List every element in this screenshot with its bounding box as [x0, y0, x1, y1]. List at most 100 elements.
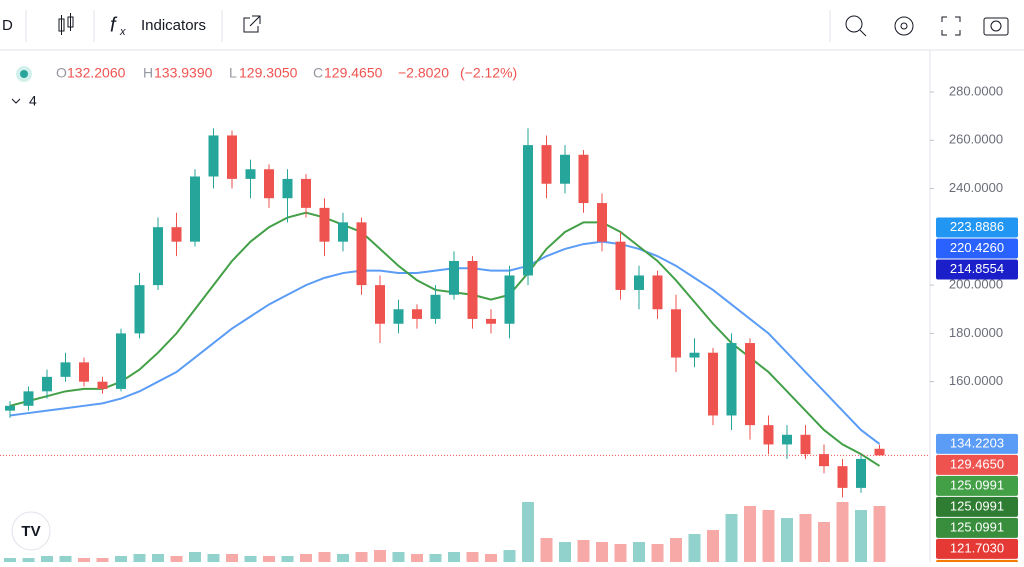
volume-bar — [559, 542, 571, 562]
candle-body — [486, 318, 496, 324]
indicator-count: 4 — [29, 93, 37, 109]
price-label — [936, 259, 1018, 280]
candle-body — [208, 135, 219, 177]
legend-low: 129.3050 — [239, 65, 298, 81]
volume-bar — [96, 558, 109, 562]
candle-body — [79, 362, 89, 382]
volume-bar — [836, 502, 849, 562]
fx-icon[interactable]: f — [110, 14, 118, 36]
legend-high: 133.9390 — [154, 65, 213, 81]
candle-body — [745, 343, 755, 426]
volume-bar — [337, 554, 349, 562]
candle-body — [375, 285, 385, 324]
candle-body — [726, 343, 737, 416]
popout-icon[interactable] — [243, 15, 261, 33]
legend-change: −2.8020 — [398, 65, 449, 81]
volume-bar — [22, 558, 35, 562]
price-label — [936, 517, 1018, 538]
indicators-button[interactable]: Indicators — [141, 17, 206, 34]
price-label — [936, 538, 1018, 559]
volume-bar — [300, 554, 312, 562]
candle-body — [782, 434, 792, 445]
volume-bar — [355, 552, 368, 562]
price-label — [936, 454, 1018, 475]
volume-bar — [115, 556, 127, 562]
volume-bar — [59, 556, 72, 562]
volume-bar — [633, 542, 645, 562]
candle-body — [763, 425, 774, 445]
volume-bar — [855, 510, 867, 562]
price-label-text: 220.4260 — [950, 240, 1004, 255]
y-tick-label: 200.0000 — [949, 277, 1003, 292]
legend-l: L — [229, 65, 237, 81]
volume-bar — [244, 556, 257, 562]
toolbar: D f x Indicators — [2, 10, 1009, 42]
candle-body — [227, 135, 237, 179]
volume-bar — [392, 552, 405, 562]
candle-body — [264, 169, 274, 199]
candle-body — [430, 294, 441, 319]
price-label-text: 129.4650 — [950, 456, 1004, 471]
volume-bar — [318, 552, 331, 562]
legend-c: C — [313, 65, 323, 81]
fx-icon[interactable]: x — [119, 26, 126, 38]
candle-body — [5, 405, 15, 411]
volume-bar — [688, 534, 701, 562]
volume-bar — [4, 558, 16, 562]
candle-body — [171, 227, 182, 242]
fullscreen-icon[interactable] — [941, 16, 961, 36]
candle-body — [338, 222, 348, 242]
candle-body — [800, 434, 811, 455]
volume-bar — [374, 550, 386, 562]
candle-body — [874, 448, 885, 456]
candle-body — [190, 176, 200, 242]
legend-h: H — [143, 65, 153, 81]
candle-body — [560, 154, 570, 184]
volume-bar — [189, 552, 201, 562]
volume-bar — [41, 556, 53, 562]
volume-bar — [540, 538, 553, 562]
candle-body — [356, 222, 367, 286]
price-label — [936, 217, 1018, 238]
price-label-text: 134.2203 — [950, 435, 1004, 450]
y-tick-label: 260.0000 — [949, 132, 1003, 147]
candle-body — [652, 275, 663, 310]
volume-bar — [596, 542, 608, 562]
candle-body — [153, 227, 163, 286]
snapshot-icon[interactable] — [983, 17, 1009, 36]
settings-icon[interactable] — [894, 16, 914, 36]
volume-bar — [522, 502, 534, 562]
volume-bar — [448, 552, 460, 562]
volume-bar — [466, 552, 479, 562]
volume-bar — [744, 506, 756, 562]
price-label-text: 223.8886 — [950, 219, 1004, 234]
candle-body — [467, 260, 478, 319]
y-tick-label: 180.0000 — [949, 325, 1003, 340]
collapse-icon[interactable] — [11, 98, 21, 104]
plot: 160.0000 180.0000 200.0000 240.0000 260.0000… — [0, 50, 1018, 567]
candle-body — [319, 207, 330, 242]
chart-type-icon[interactable] — [58, 13, 74, 35]
interval[interactable]: D — [2, 17, 13, 34]
price-label-text: 125.0991 — [950, 477, 1004, 492]
volume-bar — [725, 514, 738, 562]
volume-bar — [226, 554, 238, 562]
moving-average — [9, 211, 881, 467]
candle-body — [671, 309, 681, 358]
price-label — [936, 433, 1018, 454]
legend-o: O — [56, 65, 67, 81]
search-icon[interactable] — [845, 15, 867, 37]
candle-body — [412, 309, 422, 319]
candle-body — [282, 178, 293, 199]
candle-body — [60, 362, 71, 377]
legend-open: 132.2060 — [67, 65, 126, 81]
price-label-text: 214.8554 — [950, 261, 1004, 276]
status-dot — [20, 70, 28, 78]
candle-body — [301, 178, 311, 208]
volume-bar — [762, 510, 775, 562]
candle-body — [97, 381, 108, 389]
candle-body — [615, 241, 626, 290]
candle-body — [523, 145, 533, 276]
